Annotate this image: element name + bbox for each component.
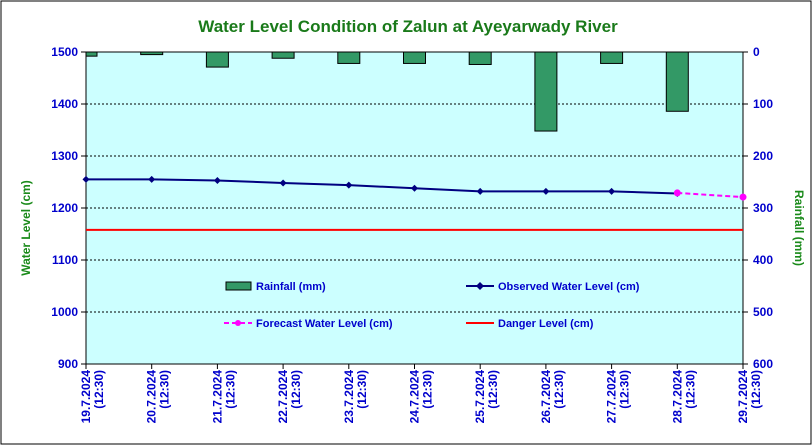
observed-point bbox=[279, 179, 287, 187]
y-tick-label: 1400 bbox=[51, 97, 78, 111]
rainfall-bar bbox=[600, 51, 624, 64]
y2-tick-label: 200 bbox=[753, 149, 773, 163]
rainfall-bar bbox=[271, 51, 295, 59]
y2-axis-title: Rainfall (mm) bbox=[792, 190, 806, 266]
legend-observed-label: Observed Water Level (cm) bbox=[498, 281, 640, 293]
x-tick-label: 22.7.2024(12:30) bbox=[276, 370, 303, 424]
x-tick-label: 29.7.2024(12:30) bbox=[736, 370, 763, 424]
rainfall-bar bbox=[534, 51, 558, 132]
rainfall-bar bbox=[665, 51, 689, 112]
observed-line bbox=[86, 178, 678, 195]
forecast-point bbox=[739, 193, 747, 201]
y-tick-label: 1100 bbox=[52, 253, 78, 267]
observed-point bbox=[213, 176, 221, 184]
rainfall-bar bbox=[205, 51, 229, 68]
rainfall-bar bbox=[140, 51, 164, 56]
y2-tick-label: 300 bbox=[753, 201, 773, 215]
rainfall-bar bbox=[403, 51, 426, 64]
x-tick-label: 23.7.2024(12:30) bbox=[342, 370, 369, 424]
y2-tick-label: 0 bbox=[753, 45, 760, 59]
y2-tick-label: 600 bbox=[753, 357, 773, 371]
right-axis-ticks: 0 100 200 300 400 500 600 bbox=[743, 45, 773, 371]
forecast-series bbox=[673, 189, 747, 201]
observed-point bbox=[476, 187, 484, 195]
y-tick-label: 1200 bbox=[51, 201, 78, 215]
x-tick-label: 24.7.2024(12:30) bbox=[408, 370, 435, 424]
y2-tick-label: 400 bbox=[753, 253, 773, 267]
observed-point bbox=[82, 175, 90, 183]
x-tick-label: 27.7.2024(12:30) bbox=[605, 370, 632, 424]
x-tick-label: 25.7.2024(12:30) bbox=[473, 370, 500, 424]
rainfall-bar bbox=[337, 51, 361, 64]
x-tick-label: 20.7.2024(12:30) bbox=[145, 370, 172, 424]
rainfall-bars bbox=[85, 51, 689, 132]
y-tick-label: 1300 bbox=[51, 149, 78, 163]
forecast-line bbox=[677, 191, 744, 199]
observed-point bbox=[542, 187, 550, 195]
grid-lines bbox=[86, 103, 743, 313]
legend: Rainfall (mm) Observed Water Level (cm) … bbox=[224, 281, 640, 330]
y-axis-title: Water Level (cm) bbox=[19, 180, 33, 276]
legend-rainfall-label: Rainfall (mm) bbox=[256, 281, 326, 293]
legend-rainfall-swatch bbox=[225, 281, 252, 291]
rainfall-bar bbox=[468, 51, 492, 65]
rainfall-bar bbox=[85, 51, 98, 57]
legend-observed-marker bbox=[476, 282, 484, 290]
observed-point bbox=[345, 181, 353, 189]
forecast-point bbox=[673, 189, 681, 197]
observed-point bbox=[608, 187, 616, 195]
x-tick-label: 26.7.2024(12:30) bbox=[539, 370, 566, 424]
left-axis-ticks: 1500 1400 1300 1200 1100 1000 900 bbox=[51, 45, 86, 371]
y2-tick-label: 100 bbox=[753, 97, 773, 111]
chart-title: Water Level Condition of Zalun at Ayeyar… bbox=[198, 17, 618, 36]
observed-point bbox=[148, 175, 156, 183]
observed-series bbox=[82, 175, 681, 197]
y-tick-label: 900 bbox=[58, 357, 78, 371]
legend-forecast-marker bbox=[235, 320, 241, 326]
legend-danger-label: Danger Level (cm) bbox=[498, 318, 594, 330]
y-tick-label: 1500 bbox=[51, 45, 78, 59]
x-axis-ticks: 19.7.2024(12:30) 20.7.2024(12:30) 21.7.202… bbox=[79, 364, 763, 423]
x-tick-label: 28.7.2024(12:30) bbox=[670, 370, 697, 424]
x-tick-label: 21.7.2024(12:30) bbox=[210, 370, 237, 424]
x-tick-label: 19.7.2024(12:30) bbox=[79, 370, 106, 424]
y-tick-label: 1000 bbox=[51, 305, 78, 319]
legend-forecast-label: Forecast Water Level (cm) bbox=[256, 318, 393, 330]
y2-tick-label: 500 bbox=[753, 305, 773, 319]
observed-point bbox=[411, 184, 418, 192]
